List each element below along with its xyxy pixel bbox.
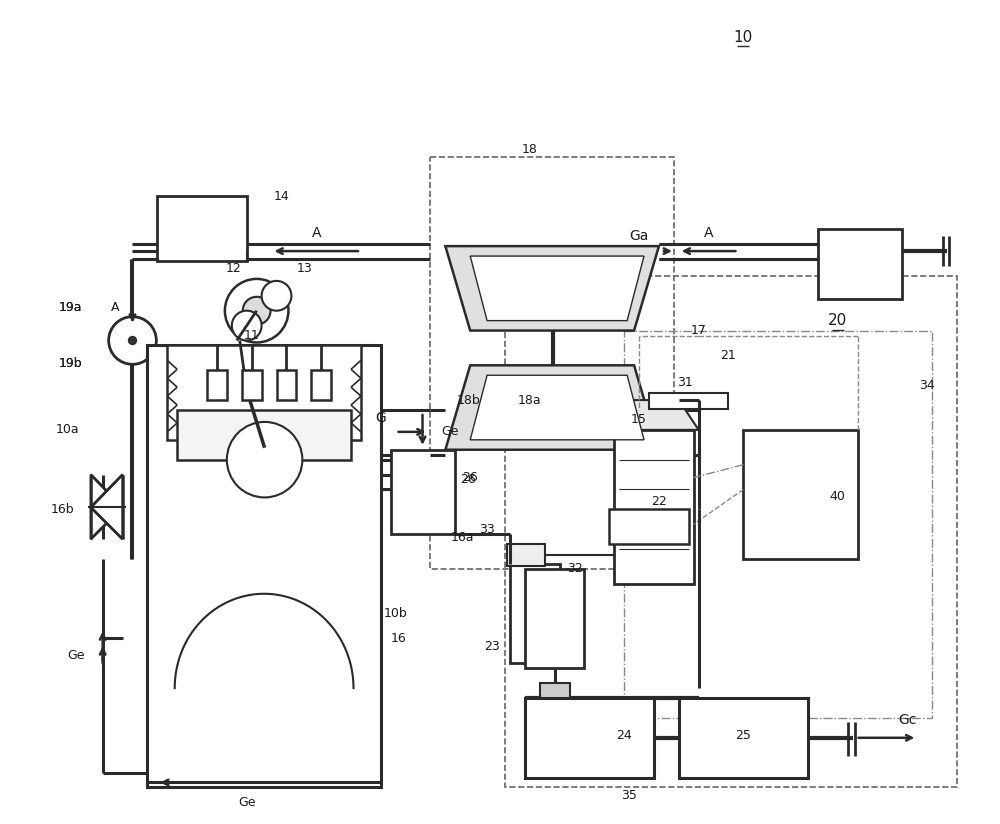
Bar xyxy=(540,683,570,713)
Text: 19a: 19a xyxy=(59,302,83,314)
Bar xyxy=(649,393,728,409)
Text: 16: 16 xyxy=(391,632,407,645)
Bar xyxy=(624,330,932,718)
Text: 22: 22 xyxy=(651,495,667,508)
Text: 18: 18 xyxy=(522,143,538,157)
Bar xyxy=(430,157,674,569)
Bar xyxy=(505,276,957,788)
Text: 23: 23 xyxy=(484,640,500,653)
Text: 19a: 19a xyxy=(59,302,83,314)
Text: Ge: Ge xyxy=(442,425,459,438)
Circle shape xyxy=(129,336,136,344)
Text: 11: 11 xyxy=(244,329,260,342)
Bar xyxy=(207,370,227,400)
Polygon shape xyxy=(445,246,659,330)
Polygon shape xyxy=(91,475,123,539)
Bar xyxy=(177,410,351,460)
Bar xyxy=(157,196,247,261)
Text: 10a: 10a xyxy=(56,424,80,437)
Text: 21: 21 xyxy=(721,349,736,362)
Bar xyxy=(743,430,858,559)
Polygon shape xyxy=(599,400,699,430)
Text: G: G xyxy=(375,411,386,425)
Text: A: A xyxy=(311,227,321,241)
Bar xyxy=(507,544,545,566)
Text: 26: 26 xyxy=(460,473,476,486)
Polygon shape xyxy=(470,375,644,440)
Text: 24: 24 xyxy=(616,729,632,742)
Text: 31: 31 xyxy=(677,376,693,389)
Bar xyxy=(510,564,560,663)
Polygon shape xyxy=(445,365,659,450)
Circle shape xyxy=(225,279,288,343)
Text: 33: 33 xyxy=(479,522,495,536)
Text: 17: 17 xyxy=(691,324,707,337)
Bar xyxy=(525,569,584,668)
Bar xyxy=(147,345,381,788)
Bar xyxy=(311,370,331,400)
Text: Ge: Ge xyxy=(238,796,255,809)
Text: 35: 35 xyxy=(621,789,637,802)
Text: Ge: Ge xyxy=(67,648,85,662)
Text: 16b: 16b xyxy=(51,503,75,516)
Text: 12: 12 xyxy=(226,263,242,275)
Bar xyxy=(679,698,808,778)
Circle shape xyxy=(109,316,156,364)
Circle shape xyxy=(262,281,291,311)
Bar xyxy=(609,509,689,544)
Circle shape xyxy=(232,311,262,340)
Text: 14: 14 xyxy=(274,190,289,203)
Text: 15: 15 xyxy=(631,414,647,427)
Text: 16a: 16a xyxy=(451,531,474,544)
Text: 25: 25 xyxy=(735,729,751,742)
Text: 34: 34 xyxy=(919,379,935,391)
Text: 32: 32 xyxy=(567,563,582,575)
Text: A: A xyxy=(704,227,713,241)
Circle shape xyxy=(243,297,271,325)
Text: 13: 13 xyxy=(296,263,312,275)
Polygon shape xyxy=(470,256,644,321)
Text: 20: 20 xyxy=(828,313,847,328)
Bar xyxy=(525,698,654,778)
Bar xyxy=(277,370,296,400)
Text: 18a: 18a xyxy=(518,394,542,406)
Text: Gc: Gc xyxy=(898,713,916,727)
Text: 40: 40 xyxy=(830,490,846,503)
Bar xyxy=(242,370,262,400)
Text: Ga: Ga xyxy=(629,229,649,243)
Text: 19b: 19b xyxy=(59,357,83,370)
Circle shape xyxy=(227,422,302,498)
Text: A: A xyxy=(111,302,120,314)
Text: 26: 26 xyxy=(462,471,478,484)
Text: 10: 10 xyxy=(734,30,753,45)
Text: 19b: 19b xyxy=(59,357,83,370)
Text: 18b: 18b xyxy=(456,394,480,406)
Bar xyxy=(391,450,455,534)
Bar xyxy=(614,430,694,584)
Bar xyxy=(818,229,902,299)
Polygon shape xyxy=(91,475,123,539)
Text: 10b: 10b xyxy=(384,607,408,620)
Bar xyxy=(167,345,361,440)
